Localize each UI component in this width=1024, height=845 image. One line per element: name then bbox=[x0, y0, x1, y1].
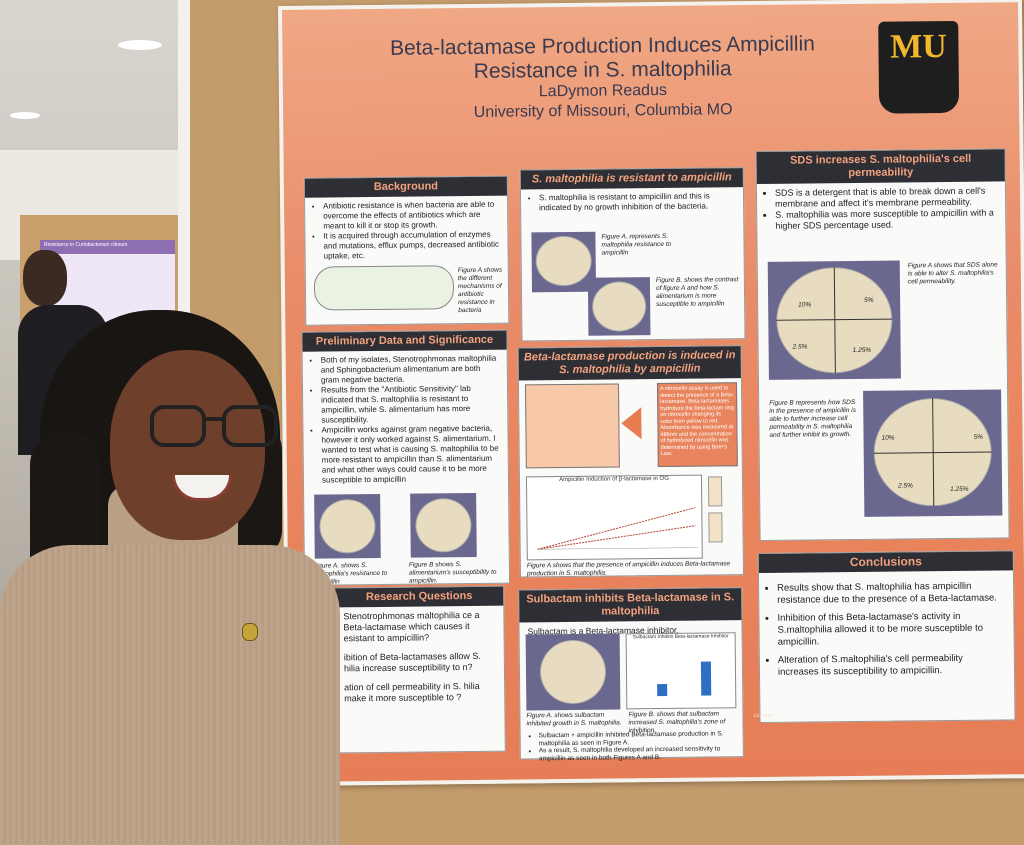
bullet: Both of my isolates, Stenotrophmonas mal… bbox=[321, 354, 499, 386]
bullet: S. maltophilia was more susceptible to a… bbox=[775, 207, 997, 231]
glasses-lens bbox=[150, 405, 206, 447]
sulbactam-plate bbox=[525, 633, 621, 711]
plate-photo bbox=[410, 492, 477, 558]
plate-photo-b bbox=[587, 277, 651, 336]
tube-photo bbox=[708, 512, 723, 543]
chart-title: Sulbactam Inhibits Beta-lactamase Inhibi… bbox=[632, 633, 729, 641]
panel-sds: SDS increases S. maltophilia's cell perm… bbox=[755, 148, 1010, 541]
bar bbox=[657, 683, 668, 697]
petri-dish bbox=[535, 235, 592, 287]
figure-caption: Figure A shows that SDS alone is able to… bbox=[907, 261, 998, 286]
panel-heading: Background bbox=[304, 176, 507, 198]
series-line bbox=[537, 525, 696, 550]
panel-heading: S. maltophilia is resistant to ampicilli… bbox=[520, 168, 743, 190]
assay-callout: A nitrocefin assay is used to detect the… bbox=[656, 382, 738, 468]
petri-dish bbox=[591, 281, 647, 332]
chart-title: Ampicillin Induction of β-lactamase in O… bbox=[559, 475, 669, 484]
bullet: Results show that S. maltophilia has amp… bbox=[777, 580, 1005, 606]
figure-caption: Figure A. shows sulbactam inhibited grow… bbox=[526, 711, 622, 728]
question: ation of cell permeability in S. hilia m… bbox=[344, 680, 480, 704]
plate-photo-a bbox=[531, 231, 597, 293]
question: ibition of Beta-lactamases allow S. hili… bbox=[343, 650, 481, 674]
figure-caption: Figure A. represents S. maltophilia resi… bbox=[601, 232, 672, 257]
question: Stenotrophmonas maltophilia ce a Beta-la… bbox=[343, 609, 480, 644]
panel-heading: Beta-lactamase production is induced in … bbox=[518, 346, 741, 381]
sds-plate-b: 10% 5% 2.5% 1.25% bbox=[863, 389, 1003, 517]
bullet: Inhibition of this Beta-lactamase's acti… bbox=[777, 610, 1005, 648]
lapel-pin bbox=[242, 623, 258, 641]
series-line bbox=[537, 507, 696, 550]
ceiling-light bbox=[118, 40, 162, 50]
figure-caption: Figure A shows the different mechanisms … bbox=[457, 266, 503, 315]
bullet: Alteration of S.maltophilia's cell perme… bbox=[778, 652, 1006, 678]
bullet: Results from the "Antibiotic Sensitivity… bbox=[321, 384, 499, 426]
bullet: Ampicillin works against gram negative b… bbox=[321, 424, 500, 486]
bullet: SDS is a detergent that is able to break… bbox=[775, 185, 997, 209]
bullet: As a result, S. maltophilia developed an… bbox=[539, 745, 735, 762]
tube-photo bbox=[707, 476, 723, 507]
panel-induced: Beta-lactamase production is induced in … bbox=[517, 345, 744, 578]
bullet: S. maltophilia is resistant to ampicilli… bbox=[539, 191, 735, 213]
figure-caption: Figure B. shows the contrast of figure A… bbox=[655, 276, 739, 309]
bullet: It is acquired through accumulation of e… bbox=[323, 230, 499, 262]
panel-sulbactam: Sulbactam inhibits Beta-lactamase in S. … bbox=[518, 587, 744, 762]
background-person-head bbox=[23, 250, 67, 306]
panel-heading: Research Questions bbox=[335, 586, 504, 608]
sds-plate-a: 10% 5% 2.5% 1.25% bbox=[767, 260, 901, 380]
panel-heading: Sulbactam inhibits Beta-lactamase in S. … bbox=[519, 588, 742, 623]
research-poster: Beta-lactamase Production Induces Ampici… bbox=[278, 0, 1024, 786]
arrow-left-icon bbox=[621, 407, 642, 440]
bar bbox=[700, 661, 712, 696]
logo-text: MU bbox=[889, 27, 947, 66]
presenter bbox=[0, 310, 345, 845]
panel-heading: SDS increases S. maltophilia's cell perm… bbox=[756, 149, 1005, 184]
induction-line-chart: Ampicillin Induction of β-lactamase in O… bbox=[525, 474, 703, 561]
panel-resistant: S. maltophilia is resistant to ampicilli… bbox=[519, 167, 746, 342]
panel-research: Research Questions Stenotrophmonas malto… bbox=[334, 585, 506, 754]
bullet: Antibiotic resistance is when bacteria a… bbox=[323, 200, 499, 232]
panel-background: Background Antibiotic resistance is when… bbox=[303, 175, 510, 326]
mizzou-logo: MU bbox=[878, 20, 960, 114]
panel-conclusions: Conclusions Results show that S. maltoph… bbox=[757, 550, 1016, 723]
sulbactam-bar-chart: Sulbactam Inhibits Beta-lactamase Inhibi… bbox=[625, 632, 737, 710]
poster-title: Beta-lactamase Production Induces Ampici… bbox=[322, 32, 882, 86]
ceiling-light bbox=[10, 112, 40, 119]
sweater bbox=[0, 545, 340, 845]
glasses-lens bbox=[222, 405, 278, 447]
far-poster-title: Resistance in Curtobacterium citreum bbox=[44, 242, 128, 248]
structure-diagram bbox=[524, 383, 620, 469]
poster-affiliation: University of Missouri, Columbia MO bbox=[473, 101, 733, 121]
mechanism-diagram bbox=[313, 265, 455, 311]
figure-caption: Figure B represents how SDS in the prese… bbox=[769, 398, 857, 439]
figure-caption: Figure B shows S. alimentarium's suscept… bbox=[408, 561, 497, 585]
glasses bbox=[150, 405, 280, 451]
figure-caption: Figure A shows that the presence of ampi… bbox=[526, 560, 731, 578]
